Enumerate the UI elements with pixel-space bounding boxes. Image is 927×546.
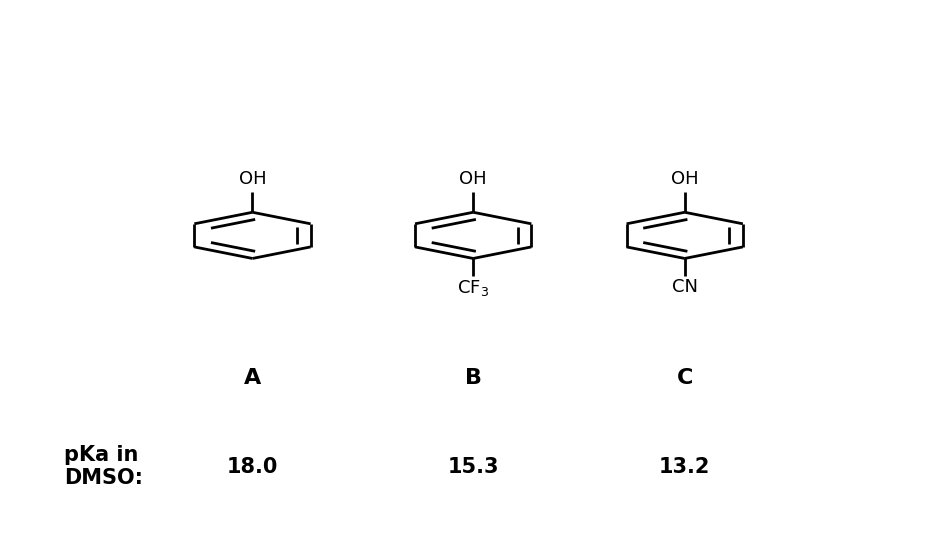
Text: CF$_3$: CF$_3$ [457,278,489,298]
Text: 15.3: 15.3 [447,456,499,477]
Text: OH: OH [459,170,487,188]
Text: B: B [464,368,481,388]
Text: 18.0: 18.0 [226,456,278,477]
Text: 13.2: 13.2 [658,456,710,477]
Text: C: C [676,368,692,388]
Text: OH: OH [238,170,266,188]
Text: CN: CN [671,278,697,296]
Text: A: A [244,368,260,388]
Text: pKa in
DMSO:: pKa in DMSO: [64,445,143,488]
Text: OH: OH [670,170,698,188]
